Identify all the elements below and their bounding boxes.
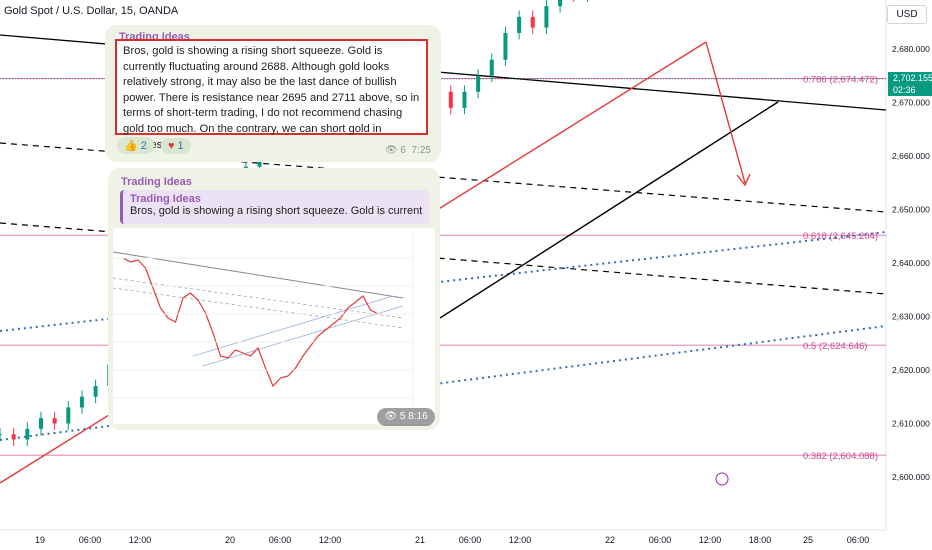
- time-tick-label: 12:00: [319, 535, 342, 545]
- message-text: Bros, gold is showing a rising short squ…: [123, 45, 420, 151]
- candle-body: [66, 407, 71, 424]
- candle-body: [93, 386, 98, 397]
- message-text-box: Bros, gold is showing a rising short squ…: [115, 39, 428, 151]
- time-tick-label: 19: [35, 535, 45, 545]
- candle-body: [79, 396, 84, 408]
- currency-button[interactable]: USD: [887, 5, 927, 24]
- image-meta: 👁 5 8:16: [377, 408, 435, 426]
- time-tick-label: 12:00: [699, 535, 722, 545]
- current-price-label: 2,702.155: [893, 73, 932, 83]
- price-tick-label: 2,640.000: [892, 258, 930, 268]
- time-tick-label: 12:00: [509, 535, 532, 545]
- candle-body: [25, 428, 30, 440]
- heart-count: 1: [177, 140, 184, 152]
- thumbnail-mark: [112, 287, 404, 329]
- candle-body: [558, 0, 563, 7]
- thumbnail-mark: [112, 251, 404, 299]
- dotted-channel-lower: [0, 325, 887, 441]
- fib-label-1: 0.786 (2,674.472): [803, 75, 878, 86]
- symbol-title: Gold Spot / U.S. Dollar, 15, OANDA: [4, 5, 179, 17]
- thumbs-up-icon: 👍: [124, 140, 138, 152]
- time-tick-label: 22: [605, 535, 615, 545]
- candle-body: [517, 16, 522, 33]
- price-tick-label: 2,630.000: [892, 312, 930, 322]
- thumbnail-mark: [192, 295, 394, 357]
- fib-label-2: 0.618 (2,645.204): [803, 231, 878, 242]
- candle-body: [52, 418, 57, 424]
- current-price-badge: 2,702.155 02:36: [888, 72, 932, 96]
- candle-body: [11, 434, 16, 440]
- candle-body: [0, 434, 2, 436]
- message-meta: 👁 6 7:25: [385, 145, 431, 156]
- support-trendline: [439, 101, 779, 319]
- alert-icon: [715, 472, 729, 486]
- time-tick-label: 06:00: [269, 535, 292, 545]
- price-tick-label: 2,690.000: [892, 0, 930, 1]
- quote-text: Bros, gold is showing a rising short squ…: [130, 205, 422, 217]
- candle-body: [448, 91, 453, 108]
- price-tick-label: 2,660.000: [892, 151, 930, 161]
- price-tick-label: 2,650.000: [892, 205, 930, 215]
- heart-reaction[interactable]: ♥ 1: [160, 138, 191, 154]
- thumbnail-mark: [112, 277, 404, 319]
- views-count-2: 5: [399, 411, 406, 422]
- message-time: 7:25: [411, 145, 431, 156]
- dotted-channel-upper: [0, 231, 887, 332]
- fib-label-3: 0.5 (2,624.646): [803, 341, 867, 352]
- price-tick-label: 2,600.000: [892, 472, 930, 482]
- time-tick-label: 21: [415, 535, 425, 545]
- chart-screenshot-thumbnail[interactable]: [112, 228, 435, 424]
- time-tick-label: 12:00: [129, 535, 152, 545]
- price-tick-label: 2,670.000: [892, 98, 930, 108]
- quote-title: Trading Ideas: [130, 193, 201, 205]
- forecast-arrow-line: [705, 41, 746, 184]
- reactions: 👍 2 ♥ 1: [117, 137, 195, 154]
- thumbnail-mark: [202, 305, 404, 367]
- channel-title-2[interactable]: Trading Ideas: [121, 176, 192, 188]
- forecast-arrowhead: [736, 173, 751, 187]
- candle-body: [462, 91, 467, 108]
- candle-body: [38, 418, 43, 429]
- time-tick-label: 25: [803, 535, 813, 545]
- candle-body: [476, 75, 481, 92]
- time-tick-label: 06:00: [847, 535, 870, 545]
- candle-body: [544, 6, 549, 28]
- views-count: 6: [400, 145, 406, 156]
- telegram-message-card[interactable]: Trading Ideas Bros, gold is showing a ri…: [105, 25, 441, 162]
- time-tick-label: 06:00: [649, 535, 672, 545]
- time-tick-label: 06:00: [459, 535, 482, 545]
- time-tick-label: 06:00: [79, 535, 102, 545]
- price-tick-label: 2,680.000: [892, 44, 930, 54]
- thumbs-up-count: 2: [140, 140, 147, 152]
- price-tick-label: 2,610.000: [892, 419, 930, 429]
- thumbs-up-reaction[interactable]: 👍 2: [117, 137, 154, 154]
- fib-label-4: 0.382 (2,604.088): [803, 451, 878, 462]
- thumbnail-mark: [122, 257, 379, 388]
- eye-icon: 👁: [384, 411, 398, 422]
- heart-icon: ♥: [167, 140, 175, 152]
- candle-body: [503, 32, 508, 60]
- message-time-2: 8:16: [408, 411, 428, 422]
- reply-quote[interactable]: Trading Ideas Bros, gold is showing a ri…: [120, 190, 429, 224]
- telegram-message-card-2[interactable]: Trading Ideas Trading Ideas Bros, gold i…: [108, 168, 440, 430]
- candle-body: [530, 16, 535, 28]
- countdown-label: 02:36: [893, 85, 916, 95]
- candle-body: [489, 59, 494, 76]
- time-tick-label: 20: [225, 535, 235, 545]
- eye-icon: 👁: [384, 145, 398, 156]
- price-tick-label: 2,620.000: [892, 365, 930, 375]
- time-tick-label: 18:00: [749, 535, 772, 545]
